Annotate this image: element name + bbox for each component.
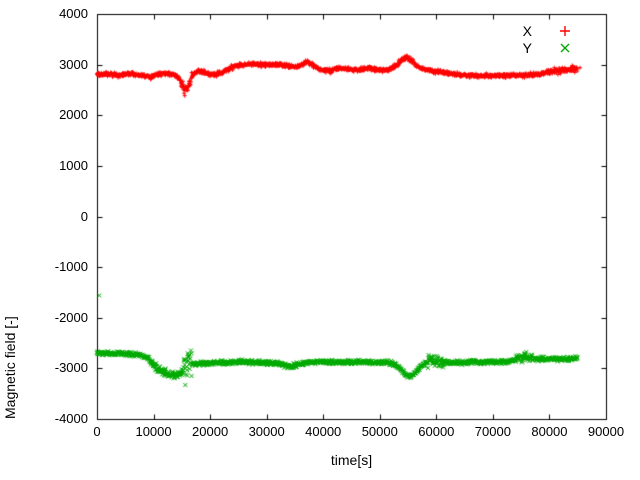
x-tick-label: 40000 [305,424,342,439]
x-tick-label: 70000 [474,424,511,439]
x-tick-label: 90000 [587,424,625,439]
cross-marker-icon [560,43,570,52]
y-tick-label: 3000 [59,56,88,72]
y-tick-label: 0 [80,208,88,224]
legend-label-x: X [522,22,532,39]
y-tick-label: 2000 [59,107,88,123]
plus-marker-icon [560,25,570,36]
x-tick-label: 30000 [248,424,285,439]
y-tick-label: -4000 [54,411,88,426]
x-axis-title: time[s] [330,452,373,468]
y-tick-label: 4000 [59,6,88,21]
x-tick-label: 50000 [361,424,398,439]
y-tick-label: -3000 [54,360,88,376]
x-tick-label: 60000 [418,424,455,439]
x-tick-label: 0 [93,424,101,439]
legend: X Y [462,22,572,56]
x-tick-label: 80000 [531,424,568,439]
legend-entry-x: X [462,22,572,39]
legend-entry-y: Y [462,39,572,56]
x-tick-label: 10000 [135,424,172,439]
y-tick-label: -1000 [54,259,88,275]
x-tick-label: 20000 [192,424,229,439]
y-tick-label: 1000 [59,157,88,173]
y-tick-label: -2000 [54,309,88,325]
legend-label-y: Y [522,39,532,56]
